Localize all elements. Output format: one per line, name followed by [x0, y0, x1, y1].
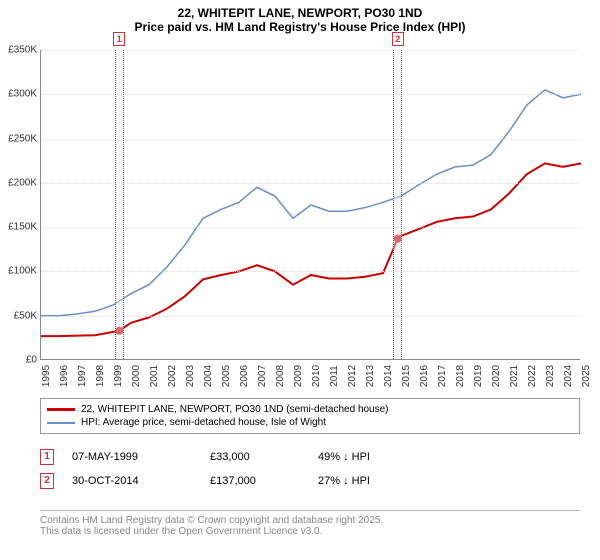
- y-tick-label: £150K: [1, 222, 37, 233]
- sale-date-1: 07-MAY-1999: [72, 451, 192, 463]
- footer: Contains HM Land Registry data © Crown c…: [40, 510, 580, 537]
- sale-price-1: £33,000: [210, 451, 300, 463]
- y-tick-label: £0: [1, 355, 37, 366]
- sale-date-2: 30-OCT-2014: [72, 475, 192, 487]
- table-row: 2 30-OCT-2014 £137,000 27% ↓ HPI: [40, 469, 580, 493]
- sale-price-2: £137,000: [210, 475, 300, 487]
- x-tick-label: 2012: [347, 365, 358, 387]
- x-tick-label: 2022: [527, 365, 538, 387]
- x-tick-label: 2001: [149, 365, 160, 387]
- footer-line2: This data is licensed under the Open Gov…: [40, 526, 580, 537]
- title-line1: 22, WHITEPIT LANE, NEWPORT, PO30 1ND: [0, 6, 600, 20]
- x-tick-label: 1999: [113, 365, 124, 387]
- x-tick-label: 2025: [581, 365, 592, 387]
- legend-swatch-blue: [47, 422, 75, 424]
- x-tick-label: 2011: [329, 365, 340, 387]
- x-tick-label: 1995: [41, 365, 52, 387]
- sales-table: 1 07-MAY-1999 £33,000 49% ↓ HPI 2 30-OCT…: [40, 445, 580, 493]
- x-tick-label: 2006: [239, 365, 250, 387]
- x-tick-label: 2007: [257, 365, 268, 387]
- x-tick-label: 1998: [95, 365, 106, 387]
- y-tick-label: £300K: [1, 89, 37, 100]
- sale-pct-1: 49% ↓ HPI: [318, 451, 418, 463]
- legend: 22, WHITEPIT LANE, NEWPORT, PO30 1ND (se…: [40, 398, 580, 434]
- x-tick-label: 2016: [419, 365, 430, 387]
- sale-marker: 1: [113, 32, 125, 46]
- chart-container: 22, WHITEPIT LANE, NEWPORT, PO30 1ND Pri…: [0, 0, 600, 560]
- y-tick-label: £350K: [1, 45, 37, 56]
- x-tick-label: 2002: [167, 365, 178, 387]
- x-tick-label: 2005: [221, 365, 232, 387]
- legend-label-blue: HPI: Average price, semi-detached house,…: [81, 417, 326, 428]
- sale-pct-2: 27% ↓ HPI: [318, 475, 418, 487]
- table-row: 1 07-MAY-1999 £33,000 49% ↓ HPI: [40, 445, 580, 469]
- x-tick-label: 2000: [131, 365, 142, 387]
- x-tick-label: 2017: [437, 365, 448, 387]
- x-tick-label: 1997: [77, 365, 88, 387]
- y-tick-label: £100K: [1, 266, 37, 277]
- x-tick-label: 2009: [293, 365, 304, 387]
- x-tick-label: 2013: [365, 365, 376, 387]
- title-line2: Price paid vs. HM Land Registry's House …: [0, 20, 600, 34]
- sale-index-1: 1: [40, 449, 54, 465]
- x-tick-label: 2008: [275, 365, 286, 387]
- x-tick-label: 2018: [455, 365, 466, 387]
- sale-marker: 2: [392, 32, 404, 46]
- x-tick-label: 2015: [401, 365, 412, 387]
- title-block: 22, WHITEPIT LANE, NEWPORT, PO30 1ND Pri…: [0, 0, 600, 36]
- x-tick-label: 2019: [473, 365, 484, 387]
- x-tick-label: 2024: [563, 365, 574, 387]
- legend-row-red: 22, WHITEPIT LANE, NEWPORT, PO30 1ND (se…: [47, 403, 573, 416]
- legend-row-blue: HPI: Average price, semi-detached house,…: [47, 416, 573, 429]
- y-tick-label: £250K: [1, 133, 37, 144]
- x-tick-label: 2023: [545, 365, 556, 387]
- x-tick-label: 2004: [203, 365, 214, 387]
- y-tick-label: £50K: [1, 310, 37, 321]
- legend-label-red: 22, WHITEPIT LANE, NEWPORT, PO30 1ND (se…: [81, 404, 389, 415]
- y-tick-label: £200K: [1, 177, 37, 188]
- x-tick-label: 2020: [491, 365, 502, 387]
- x-tick-label: 2003: [185, 365, 196, 387]
- x-tick-label: 2021: [509, 365, 520, 387]
- x-tick-label: 1996: [59, 365, 70, 387]
- legend-swatch-red: [47, 408, 75, 411]
- chart-area: £0£50K£100K£150K£200K£250K£300K£350K1995…: [40, 50, 580, 360]
- footer-line1: Contains HM Land Registry data © Crown c…: [40, 515, 580, 526]
- sale-index-2: 2: [40, 473, 54, 489]
- x-tick-label: 2014: [383, 365, 394, 387]
- x-tick-label: 2010: [311, 365, 322, 387]
